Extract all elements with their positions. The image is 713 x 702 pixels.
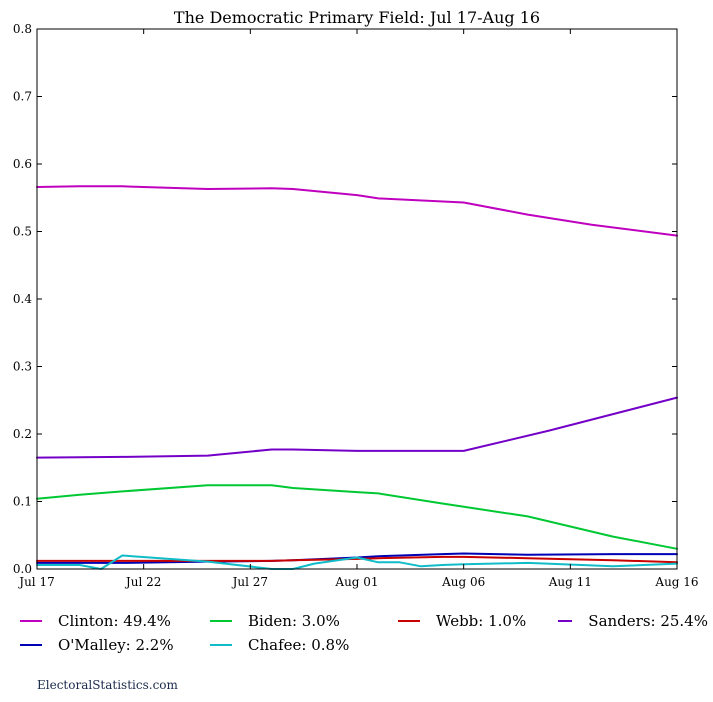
series-layer	[36, 185, 678, 570]
y-tick-label: 0.8	[13, 22, 32, 36]
legend-grid: Clinton: 49.4% Biden: 3.0% Webb: 1.0% Sande…	[20, 610, 710, 656]
legend-label: Webb: 1.0%	[436, 612, 527, 630]
x-tick-label: Jul 27	[231, 575, 268, 589]
legend: Clinton: 49.4% Biden: 3.0% Webb: 1.0% Sande…	[20, 610, 710, 656]
plot-frame	[36, 28, 678, 570]
legend-label: Sanders: 25.4%	[588, 612, 708, 630]
y-tick-label: 0.7	[13, 90, 32, 104]
y-tick-label: 0.5	[13, 225, 32, 239]
legend-item: Chafee: 0.8%	[210, 634, 398, 656]
x-tick-label: Jul 17	[17, 575, 54, 589]
legend-swatch	[398, 620, 420, 622]
x-tick-label: Aug 01	[334, 575, 378, 589]
legend-swatch	[20, 644, 42, 646]
series-line-1	[36, 396, 678, 459]
legend-item: O'Malley: 2.2%	[20, 634, 210, 656]
axes-layer: 0.0 0.1 0.2 0.3 0.4 0.5 0.6 0.7 0.8 Jul 17 Jul 22 J…	[13, 22, 699, 589]
legend-item: Clinton: 49.4%	[20, 610, 210, 632]
series-line-0	[36, 185, 678, 237]
y-tick-label: 0.1	[13, 495, 32, 509]
chart-title: The Democratic Primary Field: Jul 17-Aug…	[174, 8, 540, 27]
series-line-5	[36, 554, 678, 570]
legend-label: Chafee: 0.8%	[248, 636, 350, 654]
y-tick-label: 0.6	[13, 157, 32, 171]
y-tick-label: 0.0	[13, 562, 32, 576]
legend-swatch	[210, 644, 232, 646]
legend-label: Biden: 3.0%	[248, 612, 340, 630]
site-credit: ElectoralStatistics.com	[37, 678, 178, 692]
legend-item: Webb: 1.0%	[398, 610, 558, 632]
x-tick-label: Jul 22	[124, 575, 161, 589]
legend-label: Clinton: 49.4%	[58, 612, 171, 630]
legend-item: Sanders: 25.4%	[558, 610, 708, 632]
y-tick-label: 0.3	[13, 360, 32, 374]
y-tick-label: 0.4	[13, 292, 32, 306]
y-tick-label: 0.2	[13, 427, 32, 441]
legend-swatch	[558, 620, 573, 622]
legend-swatch	[210, 620, 232, 622]
series-line-2	[36, 484, 678, 550]
legend-label: O'Malley: 2.2%	[58, 636, 174, 654]
legend-item: Biden: 3.0%	[210, 610, 398, 632]
x-tick-label: Aug 06	[441, 575, 485, 589]
x-tick-label: Aug 11	[548, 575, 592, 589]
line-chart: The Democratic Primary Field: Jul 17-Aug…	[13, 8, 699, 589]
x-tick-label: Aug 16	[654, 575, 698, 589]
legend-swatch	[20, 620, 42, 622]
